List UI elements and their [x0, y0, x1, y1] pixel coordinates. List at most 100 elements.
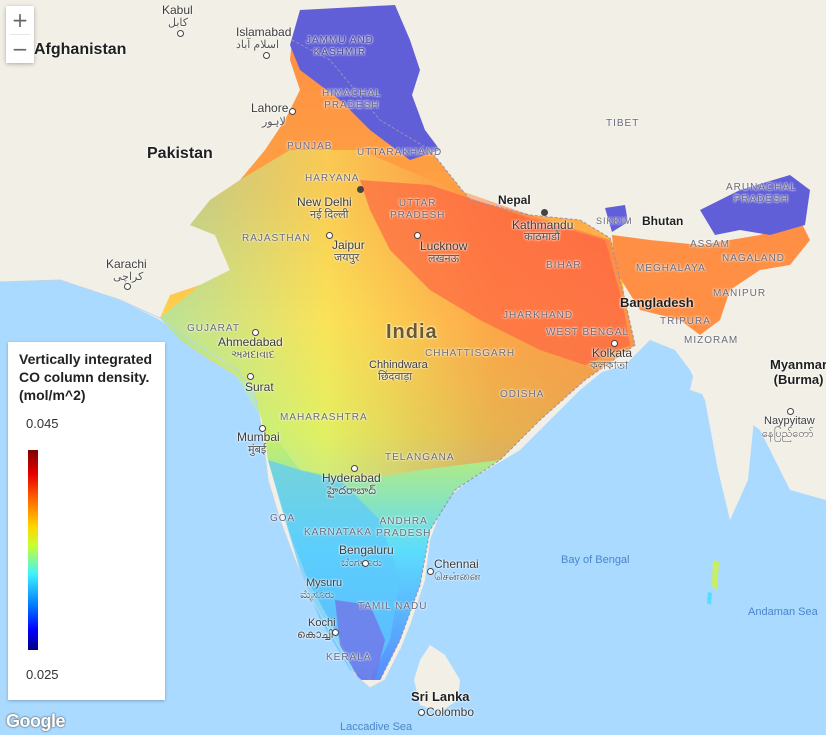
- label-sikkim: SIKKIM: [596, 216, 633, 226]
- label-goa: GOA: [270, 513, 296, 524]
- coastline: [0, 279, 401, 689]
- label-rajasthan: RAJASTHAN: [242, 233, 311, 244]
- city-bengaluru: Bengaluru: [339, 543, 394, 557]
- label-west-bengal: WEST BENGAL: [546, 327, 630, 338]
- label-bangladesh: Bangladesh: [620, 295, 694, 310]
- label-maharashtra: MAHARASHTRA: [280, 412, 368, 423]
- label-meghalaya: MEGHALAYA: [636, 263, 706, 274]
- land-andaman-2: [707, 592, 712, 605]
- city-new-delhi-native: नई दिल्ली: [310, 209, 349, 221]
- label-sri-lanka: Sri Lanka: [411, 689, 470, 704]
- label-chhattisgarh: CHHATTISGARH: [425, 348, 516, 359]
- label-nepal: Nepal: [498, 193, 531, 207]
- city-lahore-native: لاہور: [262, 116, 286, 128]
- zoom-out-button[interactable]: −: [6, 35, 34, 63]
- city-marker-lucknow: [414, 232, 421, 239]
- label-odisha: ODISHA: [500, 389, 545, 400]
- legend-min-label: 0.025: [26, 667, 59, 682]
- city-naypyitaw-native: နေပြည်တော်: [762, 428, 814, 440]
- city-mumbai-native: मुंबई: [248, 444, 267, 456]
- city-kolkata: Kolkata: [592, 346, 633, 360]
- label-himachal: HIMACHAL PRADESH: [322, 88, 382, 111]
- city-chhindwara-native: छिंदवाड़ा: [378, 371, 413, 383]
- city-marker-kathmandu: [541, 209, 548, 216]
- city-islamabad: Islamabad: [236, 25, 292, 39]
- city-marker-bengaluru: [362, 560, 369, 567]
- city-marker-lahore: [289, 108, 296, 115]
- city-kochi-native: കൊച്ചി: [297, 629, 333, 641]
- land-andaman: [712, 560, 719, 590]
- city-karachi-native: کراچی: [113, 271, 144, 283]
- city-ahmedabad: Ahmedabad: [218, 335, 283, 349]
- city-lucknow: Lucknow: [420, 239, 468, 253]
- legend-max-label: 0.045: [26, 416, 59, 431]
- label-jammu-kashmir: JAMMU AND KASHMIR: [306, 35, 374, 58]
- city-kolkata-native: কলকাতা: [590, 360, 629, 372]
- legend-title: Vertically integrated CO column density.…: [19, 351, 153, 403]
- city-bengaluru-native: ಬೆಂಗಳೂರು: [341, 557, 382, 570]
- city-marker-colombo: [418, 709, 425, 716]
- city-marker-chennai: [427, 568, 434, 575]
- city-chhindwara: Chhindwara: [369, 359, 428, 371]
- city-karachi: Karachi: [106, 257, 147, 271]
- co-overlay-sikkim: [605, 205, 628, 232]
- city-kathmandu: Kathmandu: [512, 218, 574, 232]
- city-colombo: Colombo: [426, 705, 475, 719]
- city-marker-naypyitaw: [787, 408, 794, 415]
- label-tamil-nadu: TAMIL NADU: [358, 601, 428, 612]
- label-uttar-pradesh: UTTAR PRADESH: [390, 198, 446, 221]
- city-kochi: Kochi: [308, 617, 336, 629]
- label-arunachal: ARUNACHAL PRADESH: [726, 182, 797, 205]
- city-mumbai: Mumbai: [237, 430, 280, 444]
- label-mizoram: MIZORAM: [684, 335, 739, 346]
- city-marker-kochi: [332, 629, 339, 636]
- city-mysuru-native: ಮೈಸೂರು: [300, 589, 335, 601]
- zoom-divider: [10, 34, 30, 35]
- label-kerala: KERALA: [326, 652, 372, 663]
- legend-panel: Vertically integrated CO column density.…: [8, 342, 165, 700]
- label-pakistan: Pakistan: [147, 145, 213, 162]
- label-laccadive-sea: Laccadive Sea: [340, 721, 413, 733]
- city-kabul: Kabul: [162, 3, 193, 17]
- city-marker-islamabad: [263, 52, 270, 59]
- city-chennai-native: சென்னை: [434, 571, 481, 583]
- city-lucknow-native: लखनऊ: [428, 253, 460, 265]
- city-marker-karachi: [124, 283, 131, 290]
- city-marker-surat: [247, 373, 254, 380]
- india-border: [291, 39, 636, 681]
- label-karnataka: KARNATAKA: [304, 527, 373, 538]
- zoom-in-button[interactable]: +: [6, 6, 34, 34]
- label-nagaland: NAGALAND: [722, 253, 786, 264]
- city-hyderabad-native: హైదరాబాద్: [327, 485, 376, 497]
- label-tripura: TRIPURA: [660, 316, 711, 327]
- city-surat: Surat: [245, 380, 274, 394]
- city-kathmandu-native: काठमाडौं: [524, 231, 560, 243]
- label-bay-of-bengal: Bay of Bengal: [561, 554, 630, 566]
- google-logo[interactable]: Google: [6, 711, 66, 731]
- label-afghanistan: Afghanistan: [34, 41, 127, 58]
- zoom-control: + −: [6, 6, 34, 63]
- co-overlay-northeast: [612, 220, 810, 335]
- label-bhutan: Bhutan: [642, 214, 684, 228]
- label-tibet: TIBET: [606, 118, 640, 129]
- label-andaman-sea: Andaman Sea: [748, 606, 818, 618]
- label-uttarakhand: UTTARAKHAND: [357, 147, 443, 158]
- co-overlay-kerala: [335, 600, 385, 680]
- city-marker-mumbai: [259, 425, 266, 432]
- city-chennai: Chennai: [434, 557, 479, 571]
- label-telangana: TELANGANA: [385, 452, 455, 463]
- city-marker-kolkata: [611, 340, 618, 347]
- label-india: India: [386, 321, 438, 343]
- city-mysuru: Mysuru: [306, 577, 343, 589]
- city-jaipur: Jaipur: [332, 238, 365, 252]
- city-marker-ahmedabad: [252, 329, 259, 336]
- city-islamabad-native: اسلام آباد: [236, 39, 280, 51]
- label-bihar: BIHAR: [546, 260, 582, 271]
- co-overlay-himalaya: [290, 5, 440, 160]
- land-sri-lanka: [414, 645, 460, 712]
- city-ahmedabad-native: અમદાવાદ: [231, 349, 275, 361]
- co-overlay-arunachal: [700, 175, 810, 235]
- city-marker-kabul: [177, 30, 184, 37]
